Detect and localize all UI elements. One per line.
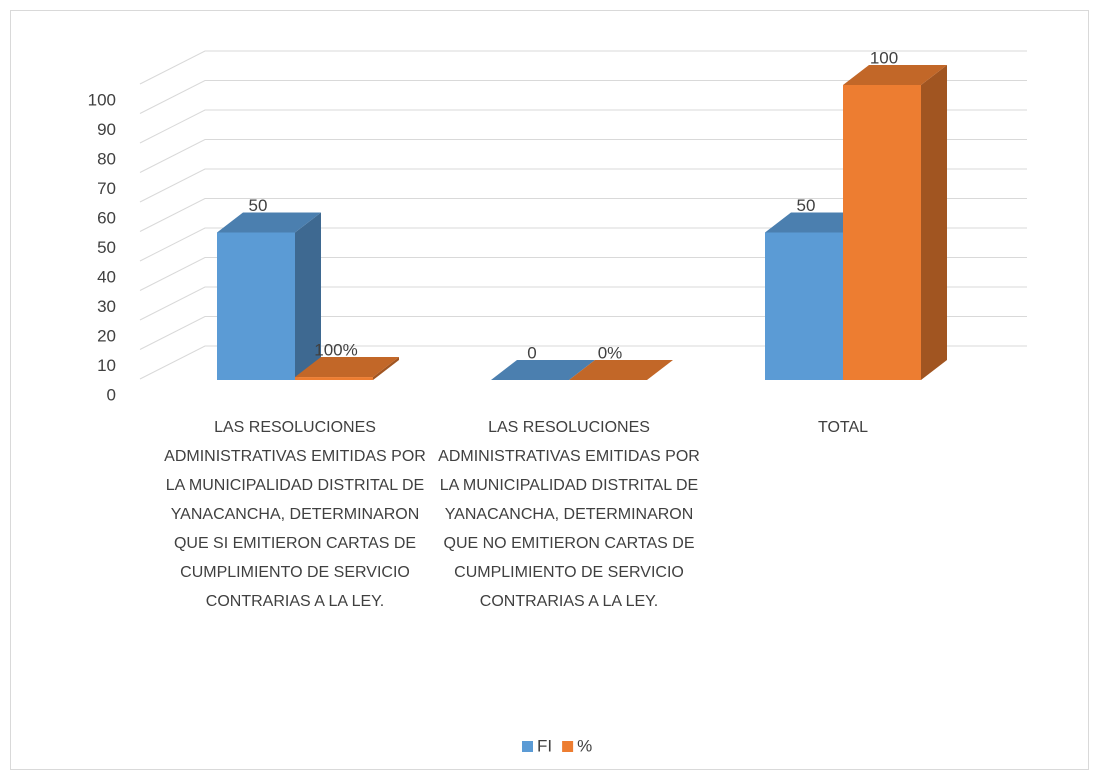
legend-label: FI: [537, 736, 552, 755]
y-tick-label: 20: [97, 326, 116, 345]
data-label: 0%: [598, 343, 623, 362]
bar-top: [295, 357, 399, 378]
grid-line: [139, 168, 1027, 203]
grid-line: [139, 316, 1027, 350]
bar-side: [373, 357, 399, 380]
x-tick-label: LAS RESOLUCIONES ADMINISTRATIVAS EMITIDA…: [164, 419, 426, 610]
legend-label: %: [577, 736, 592, 755]
data-label: 0: [527, 343, 536, 362]
y-tick-label: 10: [97, 356, 116, 375]
y-tick-label: 70: [97, 179, 116, 198]
grid-line: [139, 227, 1027, 262]
grid-line: [139, 345, 1027, 380]
y-tick-label: 0: [107, 385, 116, 404]
bar-top: [217, 212, 321, 233]
bar-side: [295, 212, 321, 380]
grid-line: [139, 80, 1027, 114]
y-tick-label: 100: [88, 90, 116, 109]
bar-side: [921, 65, 947, 380]
data-label: 50: [249, 196, 268, 215]
bar: [843, 85, 921, 380]
grid-line: [139, 198, 1027, 232]
bar-top: [843, 65, 947, 85]
data-label: 100: [870, 48, 898, 67]
y-tick-label: 50: [97, 238, 116, 257]
grid-line: [139, 139, 1027, 173]
y-tick-label: 80: [97, 149, 116, 168]
bar: [217, 232, 295, 380]
data-label: 50: [797, 196, 816, 215]
grid-line: [139, 109, 1027, 144]
grid-line: [139, 50, 1027, 85]
data-label: 100%: [314, 341, 357, 360]
grid-line: [139, 286, 1027, 321]
grid-line: [139, 257, 1027, 291]
bar: [765, 232, 843, 380]
y-tick-label: 90: [97, 120, 116, 139]
y-tick-label: 40: [97, 267, 116, 286]
legend-swatch: [562, 741, 574, 752]
bar: [295, 377, 373, 380]
bar-top: [569, 360, 673, 380]
x-tick-label: LAS RESOLUCIONES ADMINISTRATIVAS EMITIDA…: [438, 419, 700, 610]
legend-swatch: [522, 741, 533, 752]
bar-top: [491, 360, 595, 380]
x-tick-label: TOTAL: [817, 419, 869, 436]
y-tick-label: 30: [97, 297, 116, 316]
y-tick-label: 60: [97, 208, 116, 227]
